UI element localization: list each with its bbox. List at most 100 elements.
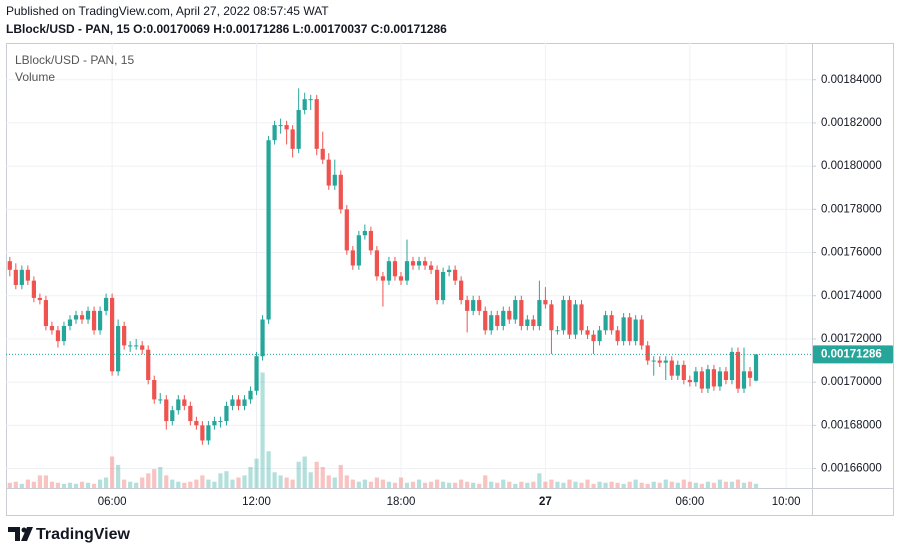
volume-bar [585, 479, 590, 488]
x-tick-label: 06:00 [675, 496, 704, 508]
candle-body [326, 159, 331, 186]
volume-bar [194, 479, 199, 488]
candle-body [434, 269, 440, 301]
candle-body [693, 371, 698, 383]
volume-bar [182, 482, 187, 488]
y-tick-label: 0.00172000 [821, 333, 882, 345]
volume-bar [200, 475, 205, 488]
volume-bar [669, 481, 674, 488]
candle-body [103, 297, 109, 311]
candle-body [675, 364, 680, 376]
volume-bar [723, 481, 729, 488]
candle-body [398, 276, 404, 281]
volume-bar [146, 473, 151, 488]
l-value: 0.00170037 [304, 22, 368, 36]
candle-body [507, 310, 512, 320]
candle-body [447, 269, 452, 272]
volume-bar [67, 482, 73, 488]
candle-body [380, 276, 386, 281]
volume-bar [236, 477, 241, 488]
x-tick-label: 06:00 [98, 496, 127, 508]
volume-bar [483, 475, 488, 488]
y-tick-label: 0.00174000 [821, 290, 882, 302]
candle-body [79, 315, 85, 320]
volume-bar [170, 479, 175, 488]
volume-bar [37, 475, 43, 488]
volume-bar [729, 481, 735, 488]
candle-body [116, 325, 121, 372]
candle-body [687, 379, 692, 383]
volume-bar [645, 483, 650, 488]
volume-bar [507, 481, 512, 488]
volume-bar [428, 481, 434, 488]
candle-body [176, 399, 181, 411]
candle-body [13, 269, 18, 285]
legend-volume: Volume [15, 70, 55, 84]
published-line: Published on TradingView.com, April 27, … [6, 4, 329, 18]
candle-body [146, 349, 151, 380]
candle-body [621, 317, 626, 342]
candle-body [567, 300, 572, 335]
volume-bar [717, 479, 723, 488]
candle-body [314, 99, 319, 149]
candle-body [537, 300, 542, 326]
candle-body [236, 399, 241, 406]
volume-bar [627, 481, 632, 488]
volume-bar [663, 479, 668, 488]
candle-body [555, 330, 560, 332]
candle-body [302, 99, 307, 110]
volume-bar [386, 481, 392, 488]
candle-body [260, 319, 265, 357]
candle-body [272, 125, 277, 141]
volume-bar [465, 481, 470, 488]
volume-bar [212, 481, 217, 488]
candle-body [723, 371, 729, 380]
volume-bar [254, 458, 259, 488]
last-price-tag [813, 345, 893, 364]
volume-bar [85, 482, 91, 488]
candle-body [242, 399, 247, 406]
volume-bar [25, 479, 30, 488]
volume-bar [49, 481, 55, 488]
volume-bar [356, 481, 361, 488]
volume-bar [633, 479, 638, 488]
candle-layer [6, 88, 812, 445]
volume-bar [453, 482, 458, 488]
candle-body [55, 330, 61, 342]
volume-bar [266, 451, 271, 488]
candle-body [729, 351, 735, 380]
y-tick-label: 0.00166000 [821, 463, 882, 475]
candle-body [651, 360, 656, 362]
candle-body [266, 140, 271, 320]
candle-body [525, 319, 530, 326]
volume-bar [753, 483, 759, 488]
candle-body [194, 421, 199, 426]
grid [6, 43, 812, 488]
volume-bar [368, 481, 373, 488]
volume-bar [549, 479, 554, 488]
volume-bar [224, 471, 229, 488]
volume-bar [705, 481, 710, 488]
brand-logo: TradingView [8, 526, 131, 543]
y-tick-label: 0.00180000 [821, 160, 882, 172]
candle-body [206, 425, 211, 441]
candle-body [735, 351, 741, 389]
candle-body [453, 269, 458, 281]
volume-bar [561, 482, 566, 488]
candle-body [705, 369, 710, 389]
candle-body [416, 261, 422, 266]
volume-bar [398, 477, 404, 488]
volume-bar [440, 481, 446, 488]
candle-body [362, 230, 367, 236]
volume-bar [97, 479, 103, 488]
volume-bar [31, 481, 36, 488]
y-tick-label: 0.00168000 [821, 419, 882, 431]
volume-bar [13, 481, 18, 488]
last-price-label: 0.00171286 [821, 348, 882, 360]
candle-body [410, 261, 416, 266]
candle-body [615, 330, 620, 342]
candle-body [134, 345, 139, 347]
candle-body [573, 304, 578, 335]
volume-bar [410, 481, 416, 488]
